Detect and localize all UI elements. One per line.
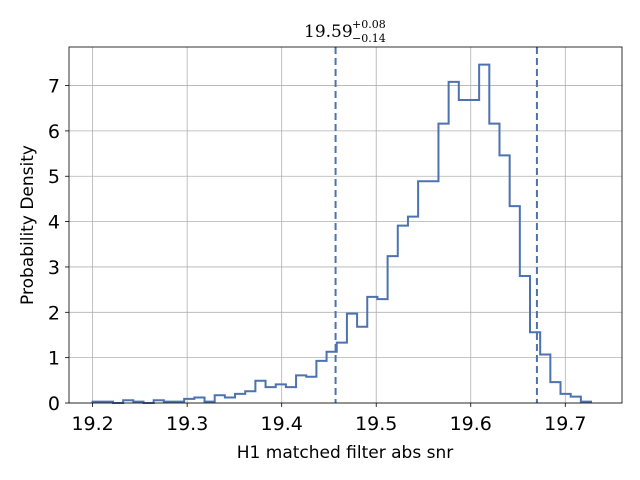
y-tick-label: 3 [48,257,60,279]
reference-lines [334,47,538,403]
y-tick-label: 1 [48,348,60,370]
x-tick-label: 19.5 [355,413,397,435]
x-tick-label: 19.4 [261,413,303,435]
y-tick-label: 6 [48,121,60,143]
y-tick-label: 2 [48,302,60,324]
y-tick-label: 4 [48,212,60,234]
y-axis-label: Probability Density [18,145,38,305]
plot-frame [68,46,623,404]
title-median: 19.59 [304,22,353,42]
y-tick-label: 0 [48,393,60,415]
x-tick-label: 19.3 [166,413,208,435]
title-upper-error: +0.08 [352,18,386,31]
y-tick-label: 5 [48,166,60,188]
x-axis-label: H1 matched filter abs snr [237,443,453,463]
grid-lines [69,47,622,404]
histogram-step-line [91,63,593,404]
title-lower-error: −0.14 [352,32,386,45]
x-tick-label: 19.2 [71,413,113,435]
y-tick-label: 7 [48,76,60,98]
chart-title: 19.59 +0.08 −0.14 [304,18,386,45]
x-tick-label: 19.7 [544,413,586,435]
axis-ticks: 19.2 19.3 19.4 19.5 19.6 19.7 0 1 2 3 4 5 6 7 [48,76,587,435]
x-tick-label: 19.6 [450,413,492,435]
